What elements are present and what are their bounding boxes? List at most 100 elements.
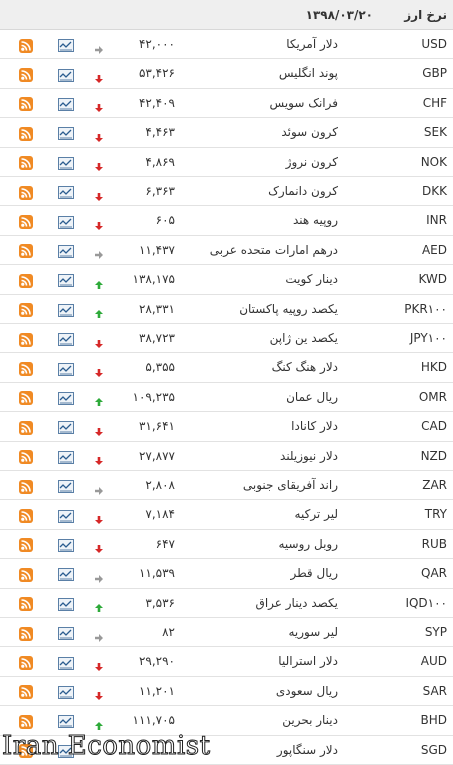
chart-icon — [58, 390, 74, 409]
currency-code: NOK — [420, 154, 447, 169]
header-date: ۱۳۹۸/۰۳/۲۰ — [305, 8, 373, 22]
rss-icon — [19, 420, 33, 439]
currency-row: PKR۱۰۰ یکصد روپیه پاکستان ۲۸,۳۳۱ — [0, 295, 453, 324]
currency-rate: ۱۰۹,۲۳۵ — [132, 389, 176, 404]
currency-rate: ۳۸,۷۲۳ — [138, 331, 175, 345]
currency-row: KWD دینار کویت ۱۳۸,۱۷۵ — [0, 265, 453, 295]
trend-arrow — [94, 686, 104, 705]
chart-icon — [58, 243, 74, 262]
currency-code: AED — [421, 242, 447, 257]
trend-arrow — [94, 245, 104, 264]
currency-name: دلار کانادا — [291, 419, 338, 434]
rss-icon — [19, 302, 33, 321]
currency-name: ریال سعودی — [275, 683, 338, 698]
currency-code: BHD — [420, 713, 448, 728]
currency-row: SYP لیر سوریه ۸۲ — [0, 618, 453, 648]
rss-icon — [19, 38, 33, 57]
trend-arrow — [94, 157, 104, 176]
currency-name: دلار سنگاپور — [276, 742, 338, 757]
currency-name: دلار استرالیا — [278, 654, 338, 669]
chart-icon — [58, 125, 74, 144]
trend-arrow — [94, 598, 104, 617]
currency-row: SAR ریال سعودی ۱۱,۲۰۱ — [0, 677, 453, 707]
currency-row: GBP پوند انگلیس ۵۳,۴۲۶ — [0, 59, 453, 89]
currency-rate: ۴,۴۶۳ — [145, 125, 175, 140]
currency-code: SYP — [424, 625, 447, 639]
currency-row: DKK کرون دانمارک ۶,۳۶۳ — [0, 177, 453, 207]
chart-icon — [58, 449, 74, 468]
trend-arrow — [94, 716, 104, 735]
currency-rate: ۱۱,۲۰۱ — [138, 683, 175, 698]
currency-row: JPY۱۰۰ یکصد ین ژاپن ۳۸,۷۲۳ — [0, 324, 453, 354]
currency-code: ZAR — [422, 478, 447, 492]
currency-code: CAD — [421, 419, 447, 434]
rss-icon — [19, 126, 33, 145]
currency-code: SAR — [422, 683, 447, 698]
rss-icon — [19, 273, 33, 292]
rss-icon — [19, 185, 33, 204]
currency-code: INR — [426, 213, 447, 228]
currency-name: یکصد ین ژاپن — [269, 331, 338, 345]
rss-icon — [19, 655, 33, 674]
currency-rate: ۴۲,۴۰۹ — [138, 95, 175, 110]
chart-icon — [58, 331, 74, 350]
rss-icon — [19, 596, 33, 615]
currency-rate: ۴۲,۰۰۰ — [138, 37, 175, 51]
currency-rate: ۲۷,۸۷۷ — [138, 448, 175, 463]
currency-rate: ۱۱,۴۳۷ — [138, 242, 175, 257]
currency-rate: ۱۱۱,۷۰۵ — [132, 713, 176, 728]
currency-name: لیر ترکیه — [294, 507, 338, 522]
currency-row: ZAR راند آفریقای جنوبی ۲,۸۰۸ — [0, 471, 453, 501]
trend-arrow — [94, 363, 104, 382]
chart-icon — [58, 478, 74, 497]
currency-code: IQD۱۰۰ — [405, 595, 447, 610]
currency-rate: ۴,۸۶۹ — [145, 154, 175, 169]
currency-name: دلار نیوزیلند — [280, 448, 338, 463]
chart-icon — [58, 155, 74, 174]
chart-icon — [58, 508, 74, 527]
currency-rate: ۵,۳۵۵ — [145, 360, 175, 375]
rss-icon — [19, 479, 33, 498]
header-title: نرخ ارز — [404, 8, 447, 22]
currency-code: AUD — [420, 654, 447, 669]
currency-row: NZD دلار نیوزیلند ۲۷,۸۷۷ — [0, 442, 453, 471]
currency-row: TRY لیر ترکیه ۷,۱۸۴ — [0, 500, 453, 530]
table-header: نرخ ارز ۱۳۹۸/۰۳/۲۰ — [0, 0, 453, 30]
chart-icon — [58, 419, 74, 438]
watermark: Iran Economist — [2, 731, 211, 762]
currency-code: GBP — [422, 66, 447, 81]
currency-row: SEK کرون سوئد ۴,۴۶۳ — [0, 118, 453, 148]
rss-icon — [19, 537, 33, 556]
currency-name: دلار هنگ کنگ — [271, 360, 338, 375]
currency-rate: ۶,۳۶۳ — [145, 184, 175, 198]
currency-name: ریال قطر — [290, 566, 338, 581]
chart-icon — [58, 67, 74, 86]
chart-icon — [58, 361, 74, 380]
trend-arrow — [94, 628, 104, 647]
rss-icon — [19, 243, 33, 262]
chart-icon — [58, 596, 74, 615]
currency-name: دینار کویت — [285, 272, 338, 287]
trend-arrow — [94, 392, 104, 411]
chart-icon — [58, 302, 74, 321]
rss-icon — [19, 214, 33, 233]
currency-rate: ۸۲ — [162, 625, 175, 639]
trend-arrow — [94, 451, 104, 470]
currency-name: کرون سوئد — [281, 125, 338, 140]
currency-code: TRY — [424, 507, 447, 522]
rss-icon — [19, 743, 33, 762]
chart-icon — [58, 537, 74, 556]
currency-row: IQD۱۰۰ یکصد دینار عراق ۳,۵۳۶ — [0, 589, 453, 618]
currency-code: SEK — [423, 125, 447, 140]
currency-code: USD — [421, 37, 447, 51]
currency-rate: ۶۰۵ — [155, 213, 175, 228]
currency-row: CAD دلار کانادا ۳۱,۶۴۱ — [0, 412, 453, 442]
trend-arrow — [94, 69, 104, 88]
currency-rate: ۳,۵۳۶ — [145, 595, 175, 610]
currency-code: SGD — [420, 742, 447, 757]
rss-icon — [19, 361, 33, 380]
currency-rate: ۲۹,۲۹۰ — [138, 654, 175, 669]
currency-code: CHF — [422, 95, 447, 110]
rss-icon — [19, 714, 33, 733]
